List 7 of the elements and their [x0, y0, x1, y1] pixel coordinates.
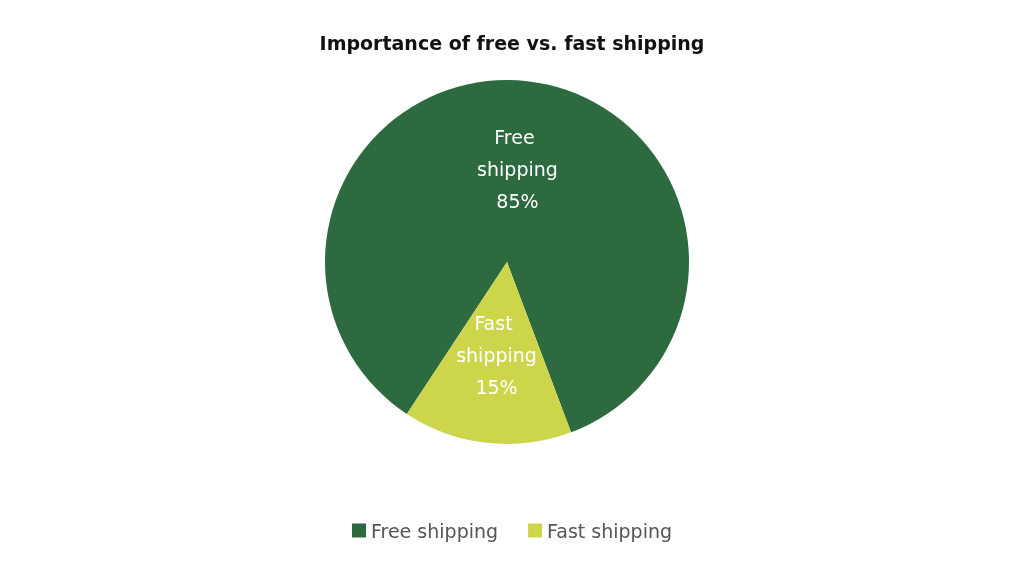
slice-label: Free shipping: [477, 125, 558, 180]
chart-title: Importance of free vs. fast shipping: [319, 31, 705, 54]
legend-label: Free shipping: [370, 519, 499, 542]
data-label: 15%: [475, 376, 518, 399]
data-label: 85%: [496, 189, 539, 212]
slice-label: Fast shipping: [456, 312, 537, 367]
legend-label: Fast shipping: [547, 519, 673, 542]
